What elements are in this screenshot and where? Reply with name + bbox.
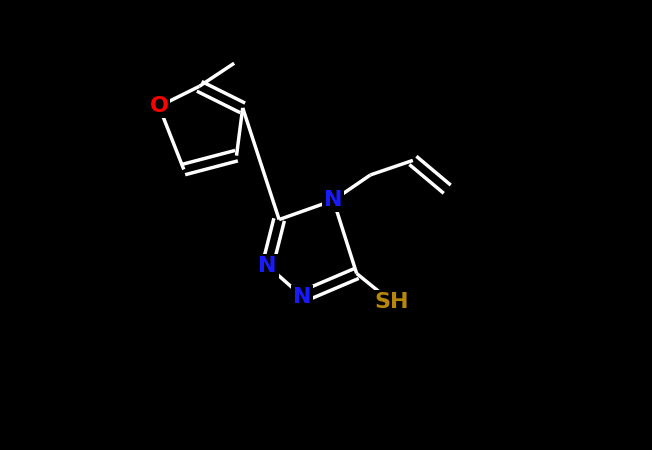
Text: O: O xyxy=(149,96,168,117)
Text: SH: SH xyxy=(374,292,409,312)
Text: N: N xyxy=(258,256,276,276)
Text: N: N xyxy=(293,287,312,306)
Text: N: N xyxy=(324,190,342,210)
